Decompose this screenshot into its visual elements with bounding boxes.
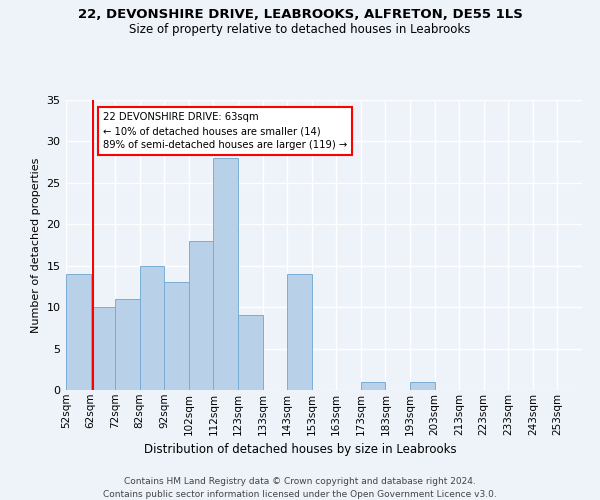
Text: 22 DEVONSHIRE DRIVE: 63sqm
← 10% of detached houses are smaller (14)
89% of semi: 22 DEVONSHIRE DRIVE: 63sqm ← 10% of deta… [103,112,347,150]
Text: Size of property relative to detached houses in Leabrooks: Size of property relative to detached ho… [130,22,470,36]
Bar [361,382,385,390]
Bar [214,158,238,390]
Bar [91,307,115,390]
Bar [115,299,140,390]
Bar [287,274,312,390]
Bar [238,316,263,390]
Text: Contains public sector information licensed under the Open Government Licence v3: Contains public sector information licen… [103,490,497,499]
Text: 22, DEVONSHIRE DRIVE, LEABROOKS, ALFRETON, DE55 1LS: 22, DEVONSHIRE DRIVE, LEABROOKS, ALFRETO… [77,8,523,20]
Text: Distribution of detached houses by size in Leabrooks: Distribution of detached houses by size … [143,442,457,456]
Bar [66,274,91,390]
Bar [189,241,214,390]
Y-axis label: Number of detached properties: Number of detached properties [31,158,41,332]
Bar [140,266,164,390]
Bar [164,282,189,390]
Bar [410,382,434,390]
Text: Contains HM Land Registry data © Crown copyright and database right 2024.: Contains HM Land Registry data © Crown c… [124,478,476,486]
